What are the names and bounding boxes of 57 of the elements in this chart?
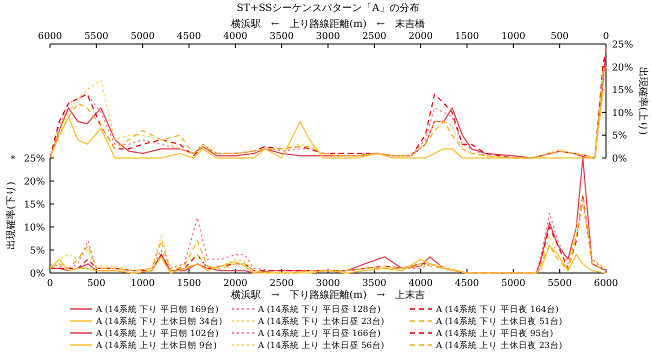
x-tick-label: 2500 [362,31,386,42]
y-tick-label: 15% [24,200,45,210]
x-tick-label: 1000 [501,31,526,42]
x-tick-label: 4500 [454,278,480,289]
x-tick-label: 0 [46,278,54,289]
y-tick-label: 25% [612,40,634,50]
y-tick-label: 15% [612,85,634,96]
y-tick-label: 5% [30,246,45,256]
x-tick-label: 3000 [316,278,340,289]
x-tick-label: 500 [87,278,106,289]
y-axis-title: 出現確率(上り) [637,67,649,135]
legend-label: A (14系統 下り 土休日夜 51台) [435,316,562,327]
x-tick-label: 4000 [223,31,248,42]
y-tick-label: 5% [612,130,628,142]
chart-title: ST+SSシーケンスパターン「A」の分布 [236,2,420,14]
legend-label: A (14系統 下り 平日夜 164台) [435,304,559,315]
legend-label: A (14系統 上り 土休日朝 9台) [95,340,217,351]
x-tick-label: 4500 [176,31,202,42]
legend-label: A (14系統 下り 土休日朝 34台) [95,316,222,327]
legend-label: A (14系統 下り 平日朝 169台) [95,304,219,315]
y-axis-title: 出現確率(下り) [5,182,17,250]
x-tick-label: 1500 [454,31,480,42]
y-tick-label: 0% [612,154,628,164]
x-axis-title: 横浜駅 ← 上り路線距離(m) ← 末吉橋 [230,18,426,30]
legend-label: A (14系統 上り 平日昼 166台) [257,328,381,339]
x-tick-label: 6000 [38,31,62,42]
x-tick-label: 5000 [130,31,155,42]
y-tick-label: 10% [612,108,634,119]
x-tick-label: 6000 [594,278,618,289]
y-tick-label: 20% [24,176,45,188]
x-tick-label: 1000 [130,278,155,289]
legend-label: A (14系統 下り 土休日昼 23台) [257,316,384,327]
legend-label: A (14系統 上り 平日朝 102台) [95,328,219,339]
x-tick-label: 3500 [362,278,386,289]
x-tick-label: 5000 [501,278,526,289]
y-tick-label: 20% [612,62,634,74]
x-tick-label: 2000 [223,278,248,289]
x-axis-title: 横浜駅 → 下り路線距離(m) → 上末吉 [230,289,426,301]
y-tick-label: 10% [24,222,45,234]
legend-label: A (14系統 上り 平日夜 95台) [435,328,554,339]
x-tick-label: 500 [550,31,569,42]
x-tick-label: 4000 [408,278,433,289]
x-tick-label: 5500 [84,31,108,42]
y-tick-label: 0% [30,268,45,280]
legend-label: A (14系統 下り 平日昼 128台) [257,304,381,315]
x-tick-label: 5500 [548,278,572,289]
text: ＊ [8,154,18,165]
x-tick-label: 1500 [176,278,202,289]
legend-label: A (14系統 上り 土休日昼 56台) [257,340,384,351]
legend-label: A (14系統 上り 土休日夜 23台) [435,340,562,351]
y-tick-label: 25% [24,154,45,164]
x-tick-label: 3000 [316,31,340,42]
line-series [50,89,607,159]
x-tick-label: 3500 [270,31,294,42]
x-tick-label: 2500 [270,278,294,289]
x-tick-label: 2000 [408,31,433,42]
x-tick-label: 0 [602,31,610,42]
